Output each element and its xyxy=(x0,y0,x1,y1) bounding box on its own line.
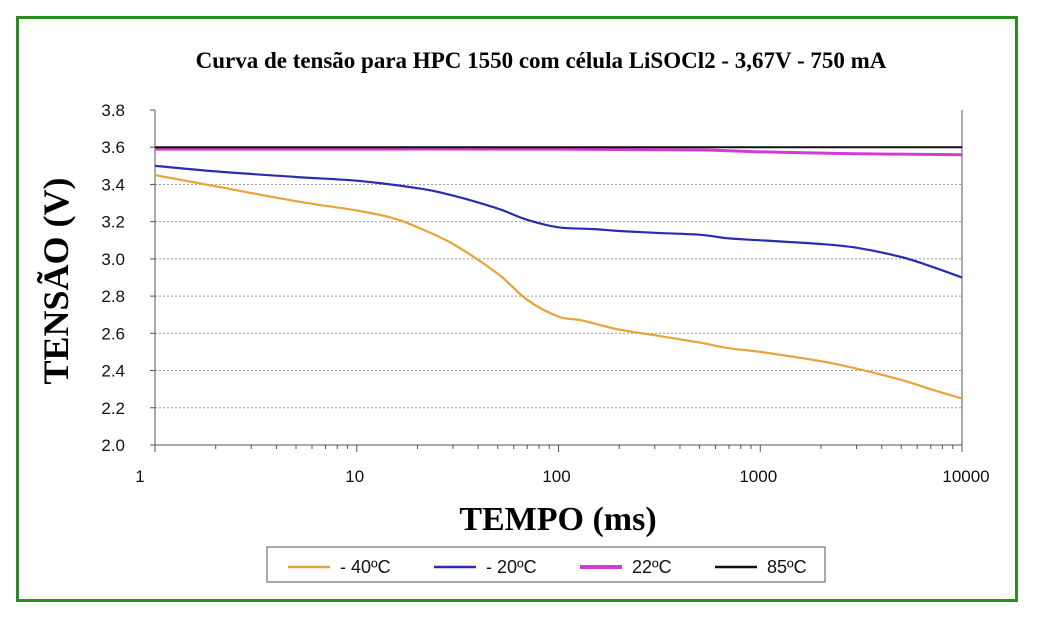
x-axis-label: TEMPO (ms) xyxy=(459,501,656,538)
series-lines xyxy=(154,146,963,400)
y-tick-label: 3.2 xyxy=(101,213,125,232)
x-tick-label: 100 xyxy=(542,467,570,486)
y-tick-label: 2.0 xyxy=(101,436,125,455)
legend-label: 85ºC xyxy=(767,557,807,577)
x-tick-labels: 1 10 100 1000 10000 xyxy=(135,467,989,486)
x-tick-label: 1 xyxy=(135,467,144,486)
chart-frame xyxy=(16,16,1018,602)
y-tick-label: 2.4 xyxy=(101,362,125,381)
y-tick-label: 3.8 xyxy=(101,101,125,120)
y-axis-label: TENSÃO (V) xyxy=(36,177,76,384)
legend-label: 22ºC xyxy=(632,557,672,577)
y-tick-label: 2.6 xyxy=(101,324,125,343)
legend-box xyxy=(266,546,826,583)
legend-label: - 40ºC xyxy=(340,557,391,577)
y-tick-label: 3.0 xyxy=(101,250,125,269)
y-tick-label: 2.2 xyxy=(101,399,125,418)
x-tick-label: 10 xyxy=(345,467,364,486)
series-line-3 xyxy=(154,147,963,157)
series-line-2 xyxy=(154,164,963,279)
chart-title: Curva de tensão para HPC 1550 com célula… xyxy=(196,48,887,73)
grid-lines xyxy=(155,146,962,409)
x-tick-label: 1000 xyxy=(739,467,777,486)
y-tick-label: 2.8 xyxy=(101,287,125,306)
series-line-1 xyxy=(154,174,963,400)
y-tick-label: 3.4 xyxy=(101,175,125,194)
y-tick-labels: 2.0 2.2 2.4 2.6 2.8 3.0 3.2 3.4 3.6 3.8 xyxy=(101,101,125,455)
legend-label: - 20ºC xyxy=(486,557,537,577)
axes xyxy=(150,109,963,452)
legend: - 40ºC - 20ºC 22ºC 85ºC xyxy=(266,546,826,583)
x-tick-label: 10000 xyxy=(942,467,989,486)
y-tick-label: 3.6 xyxy=(101,138,125,157)
